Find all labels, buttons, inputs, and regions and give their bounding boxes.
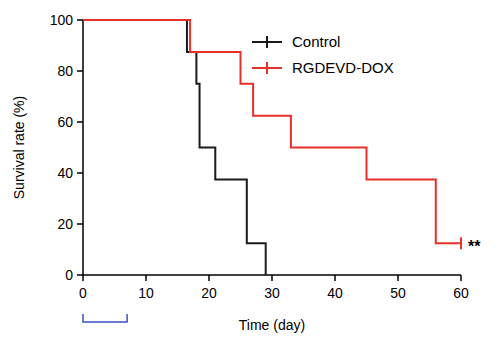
plot-area — [83, 20, 461, 275]
x-tick — [145, 275, 147, 281]
x-tick — [208, 275, 210, 281]
x-tick — [334, 275, 336, 281]
y-tick-label: 40 — [57, 165, 73, 181]
x-tick — [397, 275, 399, 281]
y-axis — [82, 20, 84, 275]
x-tick-label: 50 — [390, 285, 406, 301]
legend-tick — [266, 36, 268, 48]
y-tick — [77, 274, 83, 276]
x-tick-label: 40 — [327, 285, 343, 301]
significance: ** — [468, 238, 481, 255]
y-tick-label: 60 — [57, 114, 73, 130]
x-tick — [82, 275, 84, 281]
legend-tick — [266, 62, 268, 74]
x-tick-label: 60 — [453, 285, 469, 301]
x-tick-label: 20 — [201, 285, 217, 301]
y-tick — [77, 70, 83, 72]
y-axis-label: Survival rate (%) — [11, 96, 27, 199]
x-tick-label: 30 — [264, 285, 280, 301]
y-tick-label: 0 — [65, 267, 73, 283]
y-tick — [77, 172, 83, 174]
treatment-bracket — [83, 314, 127, 322]
survival-line — [83, 20, 461, 243]
y-tick — [77, 19, 83, 21]
y-tick — [77, 223, 83, 225]
x-tick-label: 10 — [138, 285, 154, 301]
chart: 0 20 40 60 80 100 0 10 20 30 40 50 60 Time (day) Survi… — [0, 0, 502, 350]
x-axis-label: Time (day) — [239, 317, 305, 333]
y-tick-label: 100 — [50, 12, 74, 28]
x-tick — [460, 275, 462, 281]
legend-label: Control — [292, 33, 340, 50]
y-tick-label: 80 — [57, 63, 73, 79]
legend-label: RGDEVD-DOX — [292, 59, 394, 76]
x-tick — [271, 275, 273, 281]
y-tick — [77, 121, 83, 123]
y-tick-label: 20 — [57, 216, 73, 232]
x-tick-label: 0 — [79, 285, 87, 301]
survival-line — [83, 20, 266, 275]
censor-mark — [460, 237, 462, 249]
